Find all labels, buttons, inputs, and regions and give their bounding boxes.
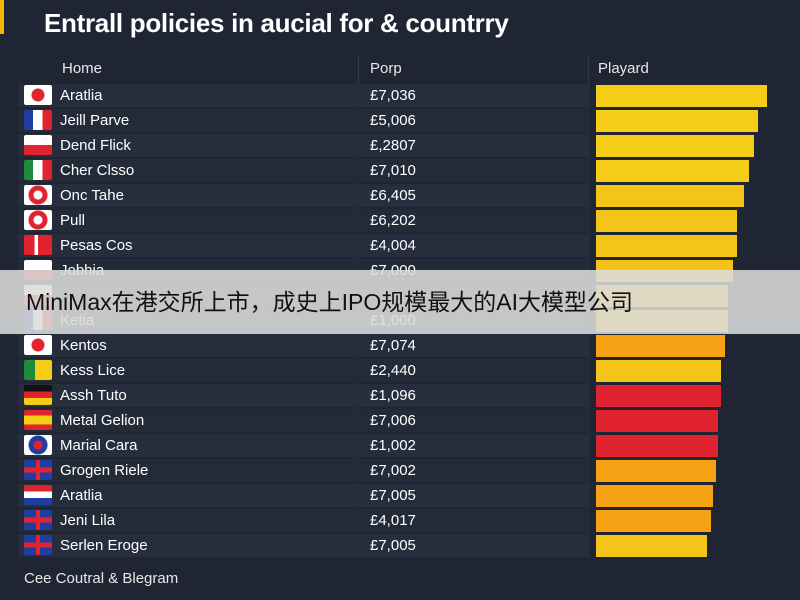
table-row: [18, 234, 590, 257]
country-flag-icon: [24, 410, 52, 430]
table-row: [18, 134, 590, 157]
country-flag-icon: [24, 460, 52, 480]
row-bar: [596, 535, 707, 557]
row-bar: [596, 85, 767, 107]
row-name: Aratlia: [60, 487, 103, 504]
row-name: Pull: [60, 212, 86, 229]
table-row: [18, 384, 590, 407]
row-name: Kentos: [60, 337, 107, 354]
banner-text: MiniMax在港交所上市，成史上IPO规模最大的AI大模型公司: [26, 289, 633, 315]
row-bar: [596, 460, 716, 482]
table-row: [18, 184, 590, 207]
row-bar: [596, 410, 718, 432]
country-flag-icon: [24, 110, 52, 130]
row-bar: [596, 510, 711, 532]
column-header-value: Porp: [370, 60, 402, 77]
row-bar: [596, 360, 721, 382]
row-name: Serlen Eroge: [60, 537, 148, 554]
chart-footer: Cee Coutral & Blegram: [24, 570, 179, 587]
overlay-banner: MiniMax在港交所上市，成史上IPO规模最大的AI大模型公司: [0, 270, 800, 334]
chart-title: Entrall policies in aucial for & countrr…: [44, 8, 509, 38]
row-value: £7,005: [370, 537, 416, 554]
country-flag-icon: [24, 510, 52, 530]
country-flag-icon: [24, 335, 52, 355]
row-bar: [596, 435, 718, 457]
row-bar: [596, 385, 721, 407]
table-row: [18, 459, 590, 482]
table-row: [18, 484, 590, 507]
row-name: Dend Flick: [60, 137, 131, 154]
country-flag-icon: [24, 535, 52, 555]
row-value: £7,002: [370, 462, 416, 479]
row-value: £6,202: [370, 212, 416, 229]
row-bar: [596, 110, 758, 132]
row-value: £1,096: [370, 387, 416, 404]
row-bar: [596, 485, 713, 507]
row-name: Pesas Cos: [60, 237, 133, 254]
row-bar: [596, 210, 737, 232]
table-row: [18, 509, 590, 532]
table-row: [18, 359, 590, 382]
row-name: Cher Clsso: [60, 162, 135, 179]
country-flag-icon: [24, 160, 52, 180]
row-name: Grogen Riele: [60, 462, 149, 479]
row-value: £7,036: [370, 87, 416, 104]
row-value: £4,017: [370, 512, 416, 529]
country-flag-icon: [24, 485, 52, 505]
table-row: [18, 434, 590, 457]
row-name: Assh Tuto: [60, 387, 127, 404]
country-flag-icon: [24, 235, 52, 255]
row-name: Aratlia: [60, 87, 103, 104]
row-value: £7,005: [370, 487, 416, 504]
row-value: £1,002: [370, 437, 416, 454]
column-header-bar: Playard: [598, 60, 649, 77]
table-row: [18, 409, 590, 432]
country-flag-icon: [24, 385, 52, 405]
table-row: [18, 534, 590, 557]
row-bar: [596, 335, 725, 357]
country-flag-icon: [24, 435, 52, 455]
row-value: £7,010: [370, 162, 416, 179]
row-name: Onc Tahe: [60, 187, 124, 204]
country-flag-icon: [24, 360, 52, 380]
row-value: £7,006: [370, 412, 416, 429]
row-value: £7,074: [370, 337, 416, 354]
row-bar: [596, 135, 754, 157]
country-flag-icon: [24, 85, 52, 105]
row-name: Metal Gelion: [60, 412, 145, 429]
row-value: £2,440: [370, 362, 416, 379]
row-bar: [596, 160, 749, 182]
row-name: Kess Lice: [60, 362, 126, 379]
country-flag-icon: [24, 135, 52, 155]
table-row: [18, 84, 590, 107]
row-value: £4,004: [370, 237, 416, 254]
row-name: Marial Cara: [60, 437, 138, 454]
table-row: [18, 109, 590, 132]
row-value: £,2807: [370, 137, 416, 154]
row-bar: [596, 235, 737, 257]
row-value: £6,405: [370, 187, 416, 204]
country-flag-icon: [24, 185, 52, 205]
column-header-name: Home: [62, 60, 103, 77]
country-flag-icon: [24, 210, 52, 230]
accent-strip: [0, 0, 4, 34]
table-row: [18, 334, 590, 357]
row-bar: [596, 185, 744, 207]
row-value: £5,006: [370, 112, 416, 129]
table-row: [18, 159, 590, 182]
row-name: Jeni Lila: [60, 512, 116, 529]
table-row: [18, 209, 590, 232]
row-name: Jeill Parve: [60, 112, 130, 129]
